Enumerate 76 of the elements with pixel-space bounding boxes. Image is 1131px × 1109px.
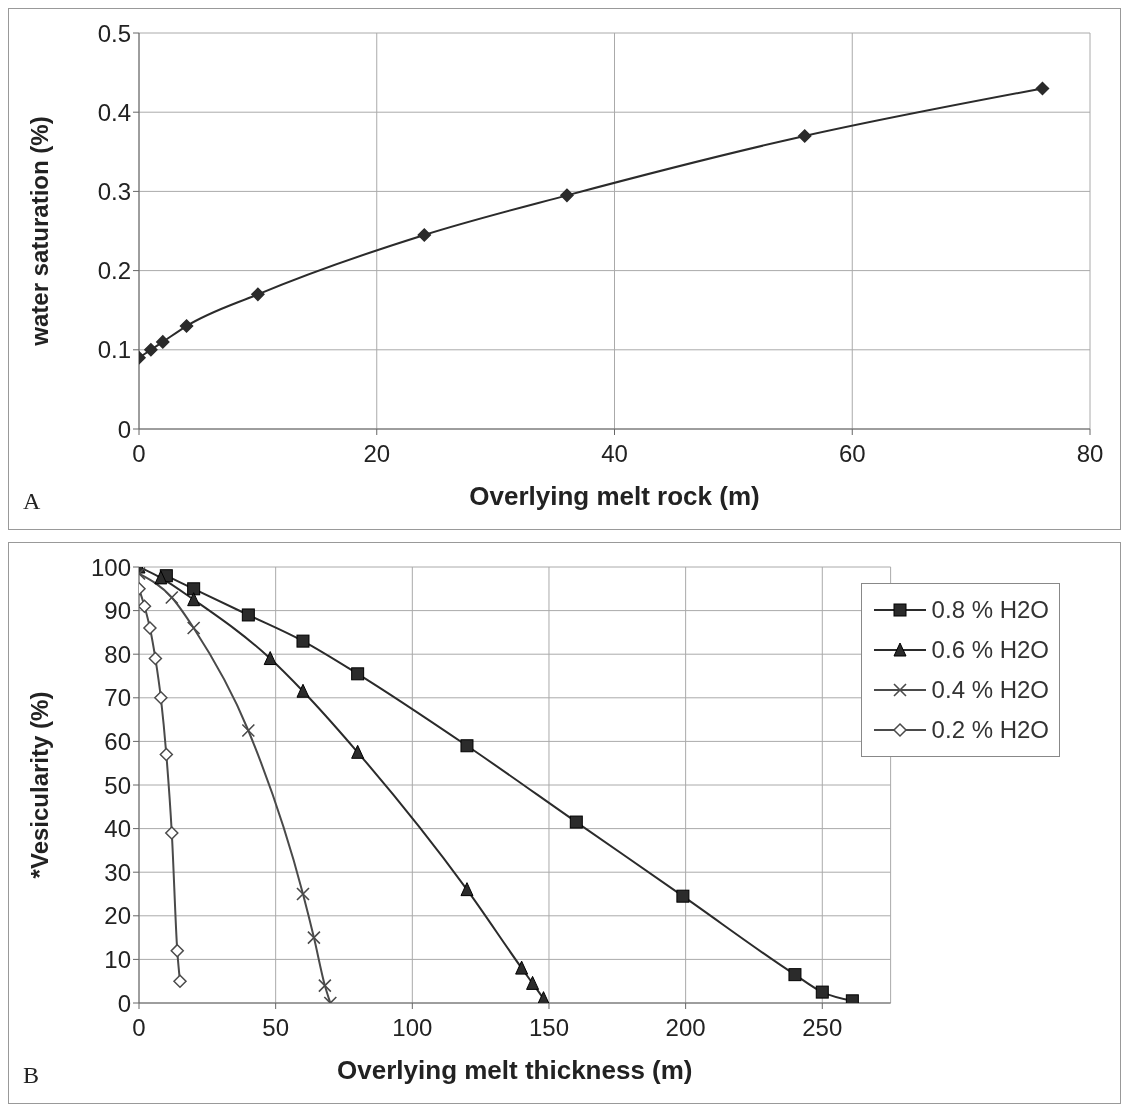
- point: [165, 826, 179, 840]
- x-tick-label: 40: [601, 440, 628, 468]
- point: [139, 599, 152, 613]
- point: [296, 634, 310, 648]
- y-tick-label: 0.3: [97, 177, 131, 205]
- x-tick-label: 250: [802, 1014, 843, 1042]
- y-tick-label: 100: [90, 553, 131, 581]
- point: [263, 651, 277, 666]
- y-tick-label: 60: [104, 727, 131, 755]
- x-tick-label: 150: [528, 1014, 569, 1042]
- y-tick-label: 50: [104, 771, 131, 799]
- point: [307, 930, 321, 945]
- y-tick-label: 80: [104, 640, 131, 668]
- point: [154, 570, 168, 585]
- point: [241, 723, 256, 738]
- point: [144, 343, 158, 357]
- text: A: [23, 488, 41, 515]
- x-tick-label: 60: [838, 440, 866, 468]
- point: [788, 968, 802, 982]
- x-tick-label: 50: [262, 1014, 290, 1042]
- y-tick-label: 90: [104, 597, 131, 625]
- y-tick-label: 70: [104, 684, 131, 712]
- point: [797, 129, 812, 143]
- x-tick-label: 200: [665, 1014, 706, 1042]
- point: [318, 978, 332, 993]
- y-axis-title: *Vesicularity (%): [25, 691, 53, 879]
- point: [165, 590, 179, 605]
- point: [815, 985, 829, 999]
- point: [154, 691, 168, 705]
- legend-label: 0.4 % H2O: [931, 676, 1049, 704]
- y-tick-label: 0.5: [97, 19, 131, 47]
- point: [526, 975, 540, 990]
- point: [187, 582, 201, 596]
- legend-label: 0.2 % H2O: [931, 716, 1049, 744]
- y-tick-label: 40: [104, 815, 131, 843]
- y-tick-label: 10: [104, 945, 131, 973]
- point: [179, 319, 194, 333]
- point: [417, 228, 432, 242]
- point: [186, 621, 201, 635]
- legend-label: 0.8 % H2O: [931, 596, 1049, 624]
- x-tick-label: 100: [392, 1014, 433, 1042]
- y-tick-label: 0.1: [97, 336, 131, 364]
- y-tick-label: 0: [117, 989, 131, 1017]
- legend-label: 0.6 % H2O: [931, 636, 1049, 664]
- point: [569, 815, 583, 829]
- point: [143, 621, 157, 635]
- y-tick-label: 0.2: [97, 257, 131, 285]
- point: [170, 943, 185, 958]
- point: [251, 287, 265, 302]
- point: [460, 882, 474, 897]
- point: [296, 683, 310, 698]
- x-tick-label: 80: [1076, 440, 1104, 468]
- y-tick-label: 20: [104, 902, 131, 930]
- point: [173, 974, 187, 988]
- point: [460, 739, 474, 753]
- point: [1035, 81, 1050, 96]
- point: [148, 651, 163, 666]
- point: [351, 744, 365, 759]
- y-axis-title: water saturation (%): [25, 116, 53, 347]
- point: [159, 747, 174, 762]
- point: [676, 889, 690, 903]
- point: [351, 667, 365, 681]
- x-axis-title: Overlying melt thickness (m): [337, 1055, 693, 1085]
- point: [515, 960, 529, 975]
- point: [296, 887, 310, 901]
- point: [156, 335, 170, 349]
- point: [537, 991, 550, 1003]
- y-tick-label: 30: [104, 858, 131, 886]
- y-tick-label: 0.4: [97, 98, 131, 126]
- x-axis-title: Overlying melt rock (m): [469, 481, 760, 511]
- x-tick-label: 20: [363, 440, 391, 468]
- point: [241, 608, 255, 622]
- text: B: [23, 1062, 40, 1089]
- y-tick-label: 0: [117, 415, 131, 443]
- point: [187, 592, 201, 607]
- point: [560, 188, 574, 203]
